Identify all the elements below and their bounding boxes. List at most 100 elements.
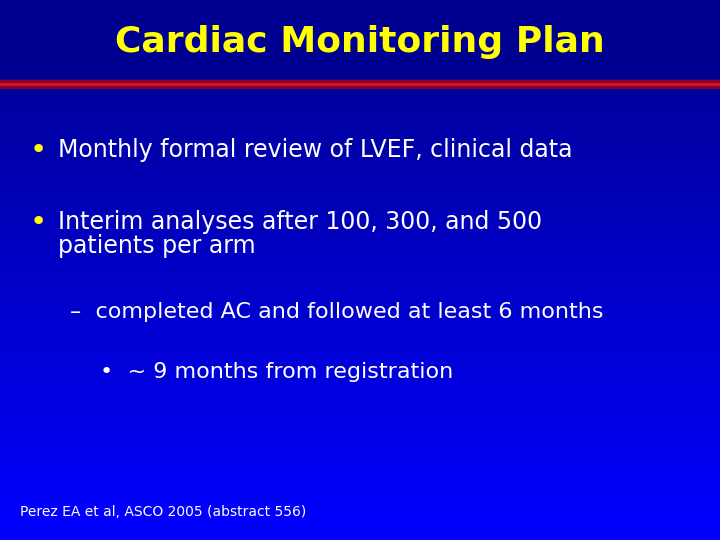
Bar (0, 156, 720, 159)
Text: •: • (30, 208, 47, 236)
Bar (0, 147, 720, 151)
Bar (0, 99, 720, 103)
Bar (0, 107, 720, 111)
Bar (0, 83, 720, 86)
Bar (0, 93, 720, 97)
Bar (0, 504, 720, 508)
Bar (0, 64, 720, 68)
Bar (0, 102, 720, 105)
Bar (0, 69, 720, 73)
Bar (0, 458, 720, 462)
Bar (0, 296, 720, 300)
Bar (0, 139, 720, 143)
Bar (0, 226, 720, 230)
Bar (0, 50, 720, 54)
Bar (0, 39, 720, 43)
Bar (0, 29, 720, 32)
Bar (0, 496, 720, 500)
Bar (0, 331, 720, 335)
Bar (0, 285, 720, 289)
Bar (0, 536, 720, 540)
Bar (0, 528, 720, 532)
Bar (0, 245, 720, 248)
Bar (0, 377, 720, 381)
Bar (0, 180, 720, 184)
Bar (0, 455, 720, 459)
Bar (0, 450, 720, 454)
Bar (0, 401, 720, 405)
Bar (0, 361, 720, 365)
Bar (0, 18, 720, 22)
Bar (0, 280, 720, 284)
Bar (0, 396, 720, 400)
Bar (0, 434, 720, 437)
Bar (0, 463, 720, 467)
Bar (0, 444, 720, 448)
Bar (0, 80, 720, 84)
Bar (0, 293, 720, 297)
Bar (0, 188, 720, 192)
Bar (0, 471, 720, 475)
Bar (0, 31, 720, 35)
Bar (0, 336, 720, 340)
Bar (0, 423, 720, 427)
Bar (0, 531, 720, 535)
Bar (0, 255, 720, 259)
Bar (0, 37, 720, 40)
Bar (0, 131, 720, 135)
Bar (0, 525, 720, 529)
Bar (0, 466, 720, 470)
Bar (0, 218, 720, 221)
Bar (0, 426, 720, 429)
Bar (0, 66, 720, 70)
Bar (0, 512, 720, 516)
Bar (0, 72, 720, 76)
Bar (0, 501, 720, 505)
Bar (0, 0, 720, 3)
Bar (0, 382, 720, 386)
Bar (0, 223, 720, 227)
Bar (0, 26, 720, 30)
Bar (0, 96, 720, 100)
Bar (0, 239, 720, 243)
Bar (0, 301, 720, 305)
Bar (0, 183, 720, 186)
Bar (0, 461, 720, 464)
Bar (0, 269, 720, 273)
Bar (0, 220, 720, 224)
Bar (0, 315, 720, 319)
Bar (0, 299, 720, 302)
Bar (0, 174, 720, 178)
Bar (0, 158, 720, 162)
Bar (0, 112, 720, 116)
Bar (0, 261, 720, 265)
Bar (0, 523, 720, 526)
Bar (0, 372, 720, 375)
Bar (0, 264, 720, 267)
Bar (0, 193, 720, 197)
Bar (0, 272, 720, 275)
Bar (0, 339, 720, 343)
Bar (0, 488, 720, 491)
Text: •: • (30, 136, 47, 164)
Text: Monthly formal review of LVEF, clinical data: Monthly formal review of LVEF, clinical … (58, 138, 572, 162)
Bar (0, 404, 720, 408)
Bar (0, 469, 720, 472)
Bar (0, 237, 720, 240)
Bar (0, 380, 720, 383)
Bar (0, 115, 720, 119)
Bar (0, 169, 720, 173)
Bar (0, 204, 720, 208)
Bar (0, 85, 720, 89)
Bar (0, 134, 720, 138)
Bar (0, 342, 720, 346)
Bar (0, 482, 720, 486)
Bar (0, 515, 720, 518)
Bar (0, 234, 720, 238)
Bar (0, 355, 720, 359)
Bar (0, 388, 720, 392)
Bar (0, 77, 720, 81)
Bar (0, 215, 720, 219)
Bar (0, 353, 720, 356)
Bar (0, 177, 720, 181)
